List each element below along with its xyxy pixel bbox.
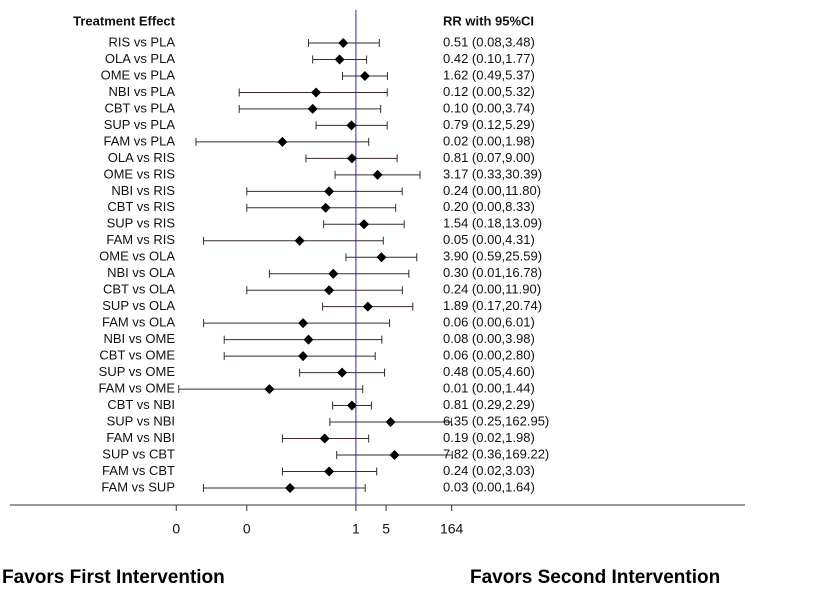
x-tick-label: 164 [440,521,464,537]
point-estimate [376,252,387,263]
row-label: SUP vs RIS [107,216,176,231]
value-label: 0.06 (0.00,2.80) [443,348,535,363]
row-label: CBT vs OME [99,348,175,363]
row-label: NBI vs OME [103,331,175,346]
x-tick-label: 0 [243,521,251,537]
row-label: SUP vs OLA [102,298,175,313]
point-estimate [307,103,318,114]
value-label: 0.20 (0.00,8.33) [443,199,535,214]
row-label: FAM vs PLA [103,133,175,148]
row-label: SUP vs CBT [102,446,175,461]
value-header: RR with 95%CI [443,13,534,28]
row-label: FAM vs OLA [102,315,175,330]
value-label: 0.81 (0.07,9.00) [443,150,535,165]
value-label: 0.19 (0.02,1.98) [443,430,535,445]
value-label: 0.10 (0.00,3.74) [443,100,535,115]
row-label: OLA vs RIS [108,150,176,165]
point-estimate [264,384,275,395]
value-label: 0.24 (0.00,11.80) [443,183,541,198]
row-label: SUP vs OME [99,364,176,379]
row-label: CBT vs RIS [107,199,175,214]
value-label: 0.30 (0.01,16.78) [443,265,542,280]
x-tick-label: 5 [382,521,390,537]
row-label: OME vs RIS [103,166,175,181]
point-estimate [294,235,305,246]
row-label: CBT vs PLA [104,100,175,115]
row-label: RIS vs PLA [109,34,176,49]
point-estimate [303,334,314,345]
value-label: 0.08 (0.00,3.98) [443,331,535,346]
point-estimate [277,136,288,147]
point-estimate [372,169,383,180]
value-label: 3.17 (0.33,30.39) [443,166,542,181]
row-label: OLA vs PLA [105,51,175,66]
label-header: Treatment Effect [73,13,176,28]
value-label: 0.02 (0.00,1.98) [443,133,535,148]
value-label: 0.24 (0.00,11.90) [443,282,541,297]
value-label: 6.35 (0.25,162.95) [443,413,549,428]
point-estimate [334,54,345,65]
row-label: FAM vs OME [98,381,175,396]
row-label: NBI vs OLA [107,265,175,280]
value-label: 0.12 (0.00,5.32) [443,84,535,99]
point-estimate [358,219,369,230]
point-estimate [298,351,309,362]
value-label: 0.48 (0.05,4.60) [443,364,535,379]
point-estimate [324,466,335,477]
point-estimate [359,70,370,81]
row-label: NBI vs RIS [111,183,175,198]
value-label: 0.01 (0.00,1.44) [443,381,535,396]
x-tick-label: 0 [172,521,180,537]
annotation: Favors Second Intervention [470,567,720,588]
value-label: 0.79 (0.12,5.29) [443,117,535,132]
point-estimate [338,38,349,48]
point-estimate [311,87,322,98]
annotation: Favors First Intervention [2,567,225,588]
row-label: FAM vs SUP [101,479,175,494]
row-label: OME vs PLA [101,67,176,82]
point-estimate [346,400,357,411]
row-label: NBI vs PLA [109,84,176,99]
point-estimate [319,433,330,444]
point-estimate [385,417,396,428]
row-label: FAM vs RIS [106,232,175,247]
point-estimate [389,450,400,460]
point-estimate [285,482,296,493]
value-label: 0.24 (0.02,3.03) [443,463,535,478]
value-label: 3.90 (0.59,25.59) [443,249,542,264]
value-label: 1.54 (0.18,13.09) [443,216,542,231]
value-label: 0.51 (0.08,3.48) [443,34,535,49]
row-label: FAM vs NBI [106,430,175,445]
row-label: OME vs OLA [99,249,175,264]
point-estimate [362,301,373,312]
row-label: FAM vs CBT [102,463,175,478]
point-estimate [328,268,339,279]
point-estimate [346,153,357,164]
row-label: CBT vs NBI [107,397,175,412]
value-label: 0.05 (0.00,4.31) [443,232,535,247]
x-tick-label: 1 [352,521,360,537]
point-estimate [346,120,357,131]
point-estimate [320,202,331,213]
value-label: 0.42 (0.10,1.77) [443,51,535,66]
point-estimate [337,367,348,378]
point-estimate [324,285,335,296]
value-label: 0.06 (0.00,6.01) [443,315,535,330]
value-label: 1.62 (0.49,5.37) [443,67,535,82]
row-label: CBT vs OLA [103,282,175,297]
row-label: SUP vs NBI [107,413,175,428]
value-label: 0.03 (0.00,1.64) [443,479,535,494]
value-label: 7.82 (0.36,169.22) [443,446,549,461]
point-estimate [324,186,335,197]
value-label: 0.81 (0.29,2.29) [443,397,535,412]
point-estimate [298,318,309,329]
row-label: SUP vs PLA [104,117,176,132]
value-label: 1.89 (0.17,20.74) [443,298,542,313]
